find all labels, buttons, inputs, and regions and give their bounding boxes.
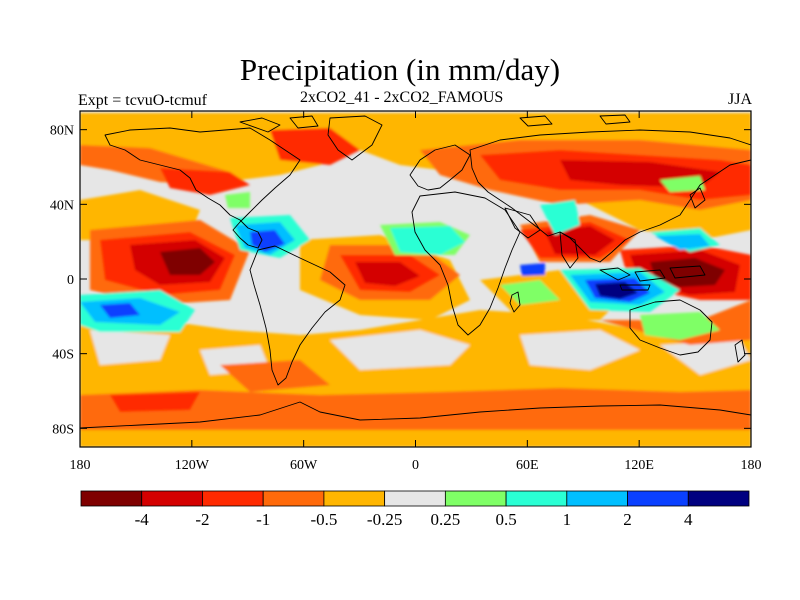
lat-tick-label: 80S bbox=[52, 422, 74, 437]
lon-tick-label: 180 bbox=[741, 458, 762, 473]
colorbar-label: -0.5 bbox=[310, 510, 337, 529]
colorbar: -4 -2 -1 -0.5 -0.25 0.25 0.5 1 2 4 bbox=[80, 490, 750, 529]
coast-africa bbox=[411, 191, 521, 336]
colorbar-swatch bbox=[141, 490, 203, 507]
colorbar-swatch bbox=[566, 490, 628, 507]
colorbar-label: -0.25 bbox=[367, 510, 402, 529]
precipitation-field bbox=[80, 113, 751, 447]
coast-madagascar bbox=[509, 291, 521, 313]
colorbar-swatch bbox=[627, 490, 689, 507]
field-wetter-strong bbox=[595, 282, 638, 299]
longitude-axis: 180 120W 60W 0 60E 120E 180 bbox=[70, 111, 762, 473]
colorbar-label: 1 bbox=[563, 510, 572, 529]
colorbar-label: -1 bbox=[256, 510, 270, 529]
coast-south-america bbox=[249, 245, 346, 386]
coast-north-america bbox=[104, 127, 301, 249]
latitude-axis: 80N 40N 0 40S 80S bbox=[50, 124, 751, 437]
coast-europe bbox=[409, 144, 471, 191]
field-drier-strong bbox=[160, 248, 725, 287]
colorbar-label: -4 bbox=[135, 510, 150, 529]
coast-greenland bbox=[327, 115, 383, 161]
coast-australia bbox=[629, 299, 713, 356]
colorbar-swatch bbox=[687, 490, 750, 507]
lat-tick-label: 0 bbox=[67, 273, 74, 288]
coast-new-zealand bbox=[734, 339, 746, 363]
coastlines bbox=[80, 114, 751, 429]
coast-asia bbox=[469, 129, 751, 263]
colorbar-swatch bbox=[323, 490, 386, 507]
colorbar-label: -2 bbox=[195, 510, 209, 529]
lon-tick-label: 60W bbox=[290, 458, 318, 473]
lat-tick-label: 40N bbox=[50, 198, 74, 213]
season-label: JJA bbox=[727, 91, 752, 108]
coast-arabia-india bbox=[504, 207, 579, 269]
colorbar-label: 0.5 bbox=[495, 510, 516, 529]
colorbar-swatch bbox=[505, 490, 568, 507]
coast-arctic-islands bbox=[239, 114, 631, 133]
colorbar-swatch bbox=[202, 490, 264, 507]
lat-tick-label: 40S bbox=[52, 348, 74, 363]
lon-tick-label: 60E bbox=[516, 458, 539, 473]
coast-antarctica bbox=[80, 401, 751, 429]
colorbar-label: 4 bbox=[684, 510, 693, 529]
lon-tick-label: 0 bbox=[412, 458, 419, 473]
lon-tick-label: 180 bbox=[70, 458, 91, 473]
colorbar-label: 0.25 bbox=[430, 510, 460, 529]
lon-tick-label: 120E bbox=[624, 458, 654, 473]
colorbar-swatch bbox=[444, 490, 507, 507]
coast-indonesia bbox=[599, 265, 706, 291]
colorbar-label: 2 bbox=[623, 510, 632, 529]
chart-title: Precipitation (in mm/day) bbox=[239, 52, 561, 87]
experiment-label: Expt = tcvuO-tcmuf bbox=[78, 92, 207, 109]
coast-japan bbox=[689, 187, 706, 209]
field-neutral bbox=[90, 330, 751, 375]
colorbar-swatch bbox=[384, 490, 446, 507]
colorbar-swatch bbox=[80, 490, 143, 507]
comparison-label: 2xCO2_41 - 2xCO2_FAMOUS bbox=[300, 89, 504, 106]
colorbar-swatch bbox=[262, 490, 325, 507]
lat-tick-label: 80N bbox=[50, 124, 74, 139]
lon-tick-label: 120W bbox=[175, 458, 210, 473]
